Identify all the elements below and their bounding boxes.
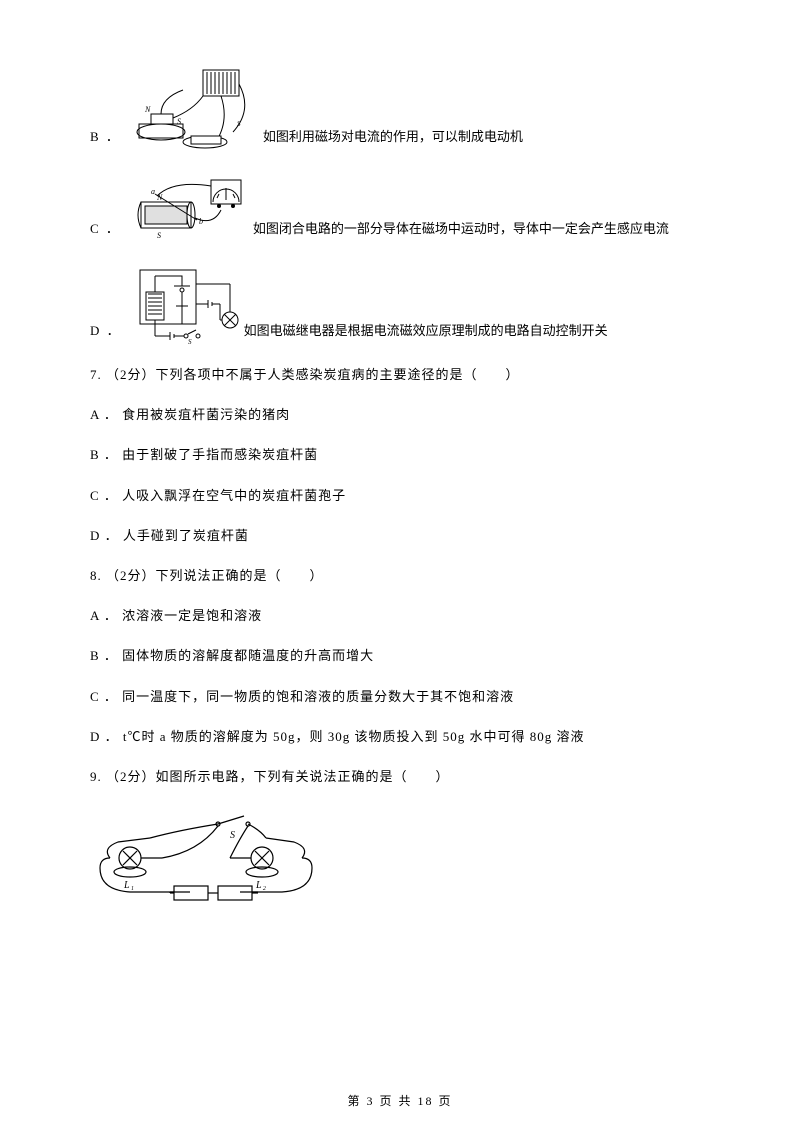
svg-text:S: S <box>188 338 192 344</box>
q9-stem: 9. （2分）如图所示电路，下列有关说法正确的是（ ） <box>90 768 710 786</box>
q7-b: B ． 由于割破了手指而感染炭疽杆菌 <box>90 446 710 464</box>
option-c-label: C ． <box>90 220 121 242</box>
svg-text:N: N <box>144 105 151 114</box>
option-b-label: B ． <box>90 128 121 150</box>
figure-b: N S S <box>133 60 263 150</box>
option-d-text: 如图电磁继电器是根据电流磁效应原理制成的电路自动控制开关 <box>244 322 608 344</box>
option-d-row: D ． <box>90 264 710 344</box>
svg-text:S: S <box>237 120 241 128</box>
q7-a: A ． 食用被炭疽杆菌污染的猪肉 <box>90 406 710 424</box>
page-footer: 第 3 页 共 18 页 <box>0 1093 800 1110</box>
option-c-row: C ． N S a b 如图闭合电路的一部分导体在磁场中 <box>90 172 710 242</box>
q8-d: D ． t℃时 a 物质的溶解度为 50g，则 30g 该物质投入到 50g 水… <box>90 728 710 746</box>
q8-c: C ． 同一温度下，同一物质的饱和溶液的质量分数大于其不饱和溶液 <box>90 688 710 706</box>
option-b-row: B ． N S S 如图利用磁场对电 <box>90 60 710 150</box>
svg-text:L₂: L₂ <box>255 880 267 891</box>
figure-d: S <box>134 264 244 344</box>
q8-stem: 8. （2分）下列说法正确的是（ ） <box>90 567 710 585</box>
figure-c: N S a b <box>133 172 253 242</box>
svg-text:L₁: L₁ <box>123 880 135 891</box>
option-d-label: D ． <box>90 322 122 344</box>
svg-text:S: S <box>177 117 181 126</box>
figure-q9: S L₁ L₂ <box>90 808 710 908</box>
q8-b: B ． 固体物质的溶解度都随温度的升高而增大 <box>90 647 710 665</box>
svg-text:b: b <box>199 217 203 226</box>
q7-stem: 7. （2分）下列各项中不属于人类感染炭疽病的主要途径的是（ ） <box>90 366 710 384</box>
q8-a: A ． 浓溶液一定是饱和溶液 <box>90 607 710 625</box>
option-c-text: 如图闭合电路的一部分导体在磁场中运动时，导体中一定会产生感应电流 <box>253 220 669 242</box>
q7-d: D ． 人手碰到了炭疽杆菌 <box>90 527 710 545</box>
option-b-text: 如图利用磁场对电流的作用，可以制成电动机 <box>263 128 523 150</box>
q7-c: C ． 人吸入飘浮在空气中的炭疽杆菌孢子 <box>90 487 710 505</box>
svg-text:S: S <box>157 231 161 240</box>
svg-text:S: S <box>230 830 236 841</box>
svg-text:a: a <box>151 187 155 196</box>
